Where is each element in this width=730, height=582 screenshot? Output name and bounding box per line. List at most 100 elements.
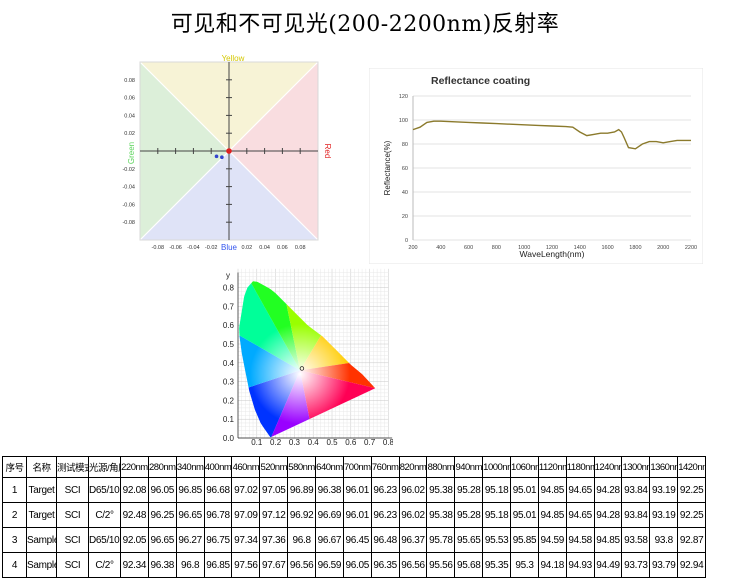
table-cell: 96.38	[315, 477, 344, 503]
table-header-cell: 280nm	[147, 456, 177, 478]
reflectance-series-line	[412, 120, 691, 150]
table-cell: 97.12	[259, 502, 289, 528]
table-cell: 96.35	[370, 552, 400, 578]
table-cell: 96.65	[175, 502, 205, 528]
y-tick-label: 0.3	[223, 378, 235, 387]
table-cell: 93.73	[621, 552, 651, 578]
y-tick-label: 0.2	[223, 396, 235, 405]
table-cell: 96.23	[370, 502, 400, 528]
table-cell: 97.67	[259, 552, 289, 578]
table-cell: 93.84	[621, 502, 651, 528]
y-tick-label: 0.08	[124, 78, 135, 84]
table-cell: 92.05	[120, 527, 149, 553]
x-tick-label: 1200	[546, 245, 558, 251]
x-tick-label: -0.08	[152, 245, 165, 251]
y-tick-label: 80	[402, 142, 408, 148]
table-cell: 94.58	[565, 527, 595, 553]
table-cell: 96.01	[342, 477, 372, 503]
table-header-cell: 序号	[2, 456, 27, 478]
measured-point	[299, 366, 305, 371]
color-difference-chart: -0.08 -0.06 -0.04 -0.02 0.02 0.04 0.06 0.08 0.08…	[112, 50, 334, 258]
data-point	[226, 148, 232, 154]
table-cell: 96.56	[398, 552, 428, 578]
table-cell: Sample	[26, 527, 57, 553]
table-cell: 94.85	[593, 527, 623, 553]
table-cell: 96.89	[287, 477, 317, 503]
y-tick-label: 0.02	[124, 131, 135, 137]
table-cell: 96.92	[287, 502, 317, 528]
table-cell: 93.84	[621, 477, 651, 503]
table-cell: 97.34	[231, 527, 261, 553]
table-cell: D65/10°	[88, 477, 121, 503]
table-cell: 1	[2, 477, 27, 503]
table-cell: 97.02	[231, 477, 261, 503]
table-cell: SCI	[56, 477, 89, 503]
y-tick-label: 0.06	[124, 96, 135, 102]
table-cell: 96.38	[147, 552, 177, 578]
y-tick-label: 0.7	[223, 302, 235, 311]
table-cell: 92.87	[677, 527, 707, 553]
table-cell: 97.36	[259, 527, 289, 553]
table-header-cell: 220nm	[120, 456, 149, 478]
table-cell: 93.19	[649, 502, 679, 528]
x-tick-label: 0.7	[364, 438, 376, 446]
table-header-cell: 820nm	[398, 456, 428, 478]
chart-background	[368, 67, 704, 265]
table-cell: 93.58	[621, 527, 651, 553]
table-cell: 92.08	[120, 477, 149, 503]
table-cell: 97.56	[231, 552, 261, 578]
table-cell: 96.48	[370, 527, 400, 553]
table-cell: 96.37	[398, 527, 428, 553]
table-cell: 95.68	[454, 552, 484, 578]
table-cell: 92.94	[677, 552, 707, 578]
axis-label-left: Green	[127, 142, 136, 164]
x-tick-label: 2200	[685, 245, 697, 251]
table-cell: 94.49	[593, 552, 623, 578]
x-tick-label: 1400	[574, 245, 586, 251]
table-header-cell: 700nm	[342, 456, 372, 478]
axis-label-right: Red	[323, 144, 332, 159]
table-cell: D65/10°	[88, 527, 121, 553]
reflectance-svg: Reflectance coating 0 20 40 60 80 100 120 200 400…	[368, 67, 704, 265]
x-tick-label: -0.04	[187, 245, 200, 251]
table-cell: 96.02	[398, 502, 428, 528]
reflectance-chart: Reflectance coating 0 20 40 60 80 100 120 200 400…	[368, 67, 704, 265]
x-tick-label: 0.5	[326, 438, 338, 446]
table-cell: 93.79	[649, 552, 679, 578]
x-tick-label: 800	[492, 245, 501, 251]
table-header-row: 序号名称测试模式光源/角度220nm280nm340nm400nm460nm52…	[2, 456, 707, 478]
table-cell: 92.48	[120, 502, 149, 528]
white-point-glow	[250, 324, 351, 425]
table-cell: SCI	[56, 552, 89, 578]
y-tick-label: 0.4	[223, 359, 235, 368]
table-cell: 94.28	[593, 477, 623, 503]
cie-chromaticity-chart: 0.1 0.2 0.3 0.4 0.5 0.6 0.7 0.8 0.0 0.1 0.2 0.3 0.4 0…	[213, 268, 398, 447]
y-tick-label: -0.06	[122, 202, 135, 208]
table-header-cell: 520nm	[259, 456, 289, 478]
table-row: 1 Target SCI D65/10° 92.08 96.05 96.85 96.68 97.…	[2, 477, 707, 503]
table-header-cell: 名称	[26, 456, 57, 478]
table-cell: SCI	[56, 527, 89, 553]
x-tick-label: 1600	[601, 245, 613, 251]
x-tick-label: 0.3	[289, 438, 301, 446]
table-header-cell: 1180nm	[565, 456, 595, 478]
table-header-cell: 580nm	[287, 456, 317, 478]
table-header-cell: 1060nm	[510, 456, 539, 478]
x-tick-label: 400	[436, 245, 445, 251]
y-tick-label: -0.02	[122, 167, 135, 173]
table-cell: 2	[2, 502, 27, 528]
table-header-cell: 1420nm	[677, 456, 707, 478]
x-tick-label: 2000	[657, 245, 669, 251]
table-cell: 95.78	[426, 527, 456, 553]
table-cell: 96.67	[315, 527, 344, 553]
table-cell: 95.35	[482, 552, 512, 578]
data-point	[214, 154, 219, 159]
table-header-cell: 光源/角度	[88, 456, 121, 478]
x-tick-label: 0.8	[383, 438, 393, 446]
x-tick-label: -0.06	[169, 245, 182, 251]
y-tick-label: 120	[399, 94, 408, 100]
x-tick-label: 0.08	[295, 245, 306, 251]
y-tick-label: 0.1	[223, 415, 235, 424]
table-cell: Target	[26, 477, 57, 503]
gamut-fill	[238, 281, 376, 438]
